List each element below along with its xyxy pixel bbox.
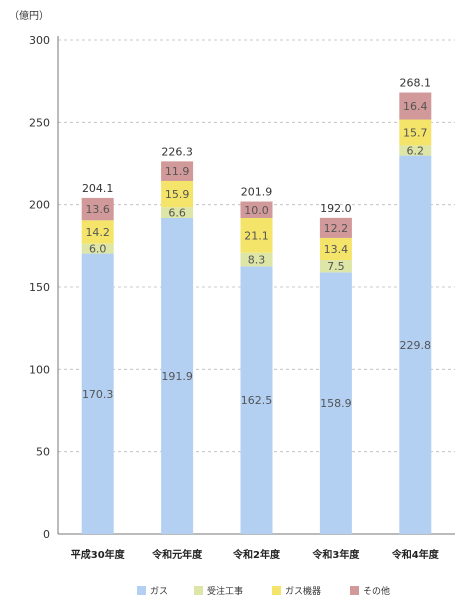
x-category-label: 令和2年度 — [232, 548, 281, 561]
segment-value-label: 21.1 — [244, 229, 269, 242]
bar-segment — [81, 197, 114, 221]
bar-total-label: 192.0 — [320, 202, 352, 215]
y-tick-label: 100 — [29, 363, 50, 376]
bar-segment — [161, 161, 194, 181]
legend-swatch — [194, 586, 203, 595]
x-category-label: 令和3年度 — [311, 548, 360, 561]
x-category-label: 令和4年度 — [391, 548, 440, 561]
segment-value-label: 13.4 — [324, 243, 349, 256]
segment-value-label: 6.0 — [89, 243, 107, 256]
segment-value-label: 13.6 — [85, 203, 110, 216]
bar-segment — [240, 201, 273, 219]
segment-value-label: 15.7 — [403, 126, 428, 139]
bar-segment — [161, 207, 194, 219]
bars: 170.3 6.0 14.2 13.6 204.1 191.9 6.6 15.9 11.9 226… — [81, 77, 432, 534]
segment-value-label: 12.2 — [324, 222, 349, 235]
x-category-label: 令和元年度 — [151, 548, 203, 561]
bar-segment — [240, 218, 273, 253]
segment-value-label: 162.5 — [241, 394, 273, 407]
y-tick-label: 0 — [43, 528, 50, 541]
segment-value-label: 11.9 — [165, 165, 190, 178]
bar-segment — [81, 220, 114, 244]
segment-value-label: 6.2 — [407, 144, 425, 157]
segment-value-label: 10.0 — [244, 204, 269, 217]
bar-segment — [319, 237, 352, 260]
bar-segment — [399, 155, 432, 534]
bar-total-label: 268.1 — [400, 77, 432, 90]
bar-segment — [81, 253, 114, 534]
y-tick-label: 250 — [29, 116, 50, 129]
bar-total-label: 204.1 — [82, 182, 114, 195]
segment-value-label: 170.3 — [82, 388, 114, 401]
segment-value-label: 16.4 — [403, 100, 428, 113]
legend-label: ガス — [150, 586, 168, 597]
segment-value-label: 191.9 — [161, 370, 193, 383]
legend-swatch — [350, 586, 359, 595]
y-axis-unit-label: （億円） — [9, 9, 49, 22]
bar-segment — [240, 252, 273, 267]
y-tick-label: 300 — [29, 34, 50, 47]
bar-segment — [319, 272, 352, 534]
legend: ガス 受注工事 ガス機器 その他 — [137, 585, 390, 597]
x-axis-labels: 平成30年度 令和元年度 令和2年度 令和3年度 令和4年度 — [71, 548, 440, 561]
legend-swatch — [272, 586, 281, 595]
y-tick-label: 200 — [29, 199, 50, 212]
legend-label: その他 — [363, 585, 390, 597]
bar-segment — [319, 217, 352, 238]
bar-segment — [161, 180, 194, 208]
bar-segment — [399, 145, 432, 156]
segment-value-label: 7.5 — [327, 260, 345, 273]
legend-swatch — [137, 586, 146, 595]
segment-value-label: 8.3 — [248, 254, 266, 267]
segment-value-label: 15.9 — [165, 188, 190, 201]
segment-value-label: 14.2 — [85, 226, 110, 239]
bar-segment — [319, 259, 352, 273]
segment-value-label: 6.6 — [168, 207, 186, 220]
segment-value-label: 158.9 — [320, 397, 352, 410]
bar-total-label: 201.9 — [241, 186, 273, 199]
bar-segment — [81, 243, 114, 254]
grid-lines — [57, 36, 455, 535]
y-tick-label: 150 — [29, 281, 50, 294]
y-axis-ticks: 0 50 100 150 200 250 300 — [29, 34, 50, 541]
bar-segment — [399, 92, 432, 120]
y-tick-label: 50 — [36, 446, 50, 459]
bar-segment — [399, 119, 432, 146]
x-category-label: 平成30年度 — [71, 548, 126, 561]
legend-label: ガス機器 — [285, 585, 321, 597]
bar-segment — [240, 266, 273, 534]
bar-total-label: 226.3 — [161, 145, 193, 158]
legend-label: 受注工事 — [207, 585, 243, 597]
segment-value-label: 229.8 — [400, 339, 432, 352]
bar-segment — [161, 218, 194, 534]
